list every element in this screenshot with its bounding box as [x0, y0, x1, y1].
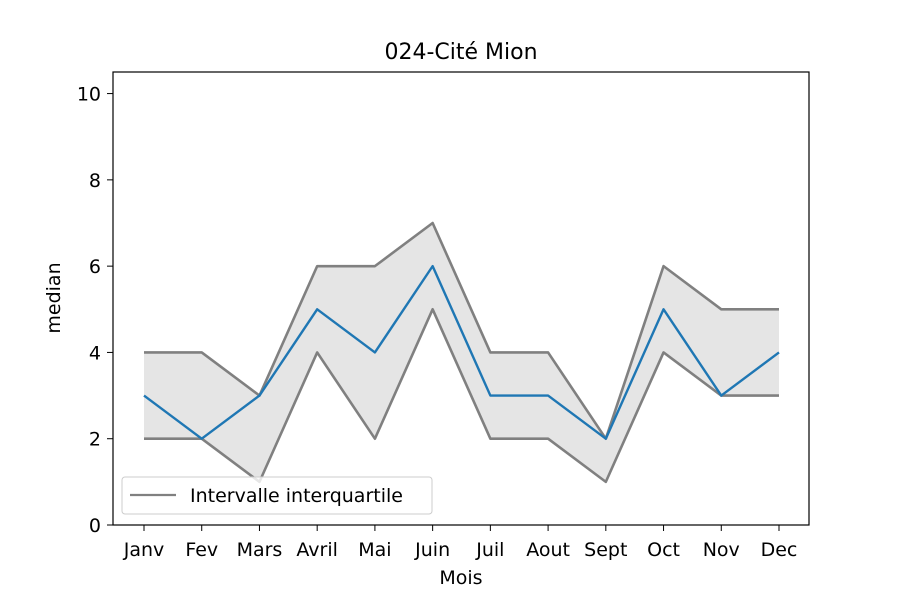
x-tick-label: Juin: [414, 539, 450, 561]
series-line-q1: [144, 307, 779, 484]
x-tick-label: Oct: [647, 539, 680, 561]
x-tick-label: Juil: [475, 539, 504, 561]
x-axis-label: Mois: [439, 567, 482, 589]
x-tick-label: Fev: [185, 539, 218, 561]
chart-title: 024-Cité Mion: [384, 40, 537, 65]
x-tick-label: Dec: [761, 539, 798, 561]
plot-area: [143, 221, 780, 484]
x-tick-label: Mars: [237, 539, 283, 561]
y-tick-label: 8: [89, 170, 101, 192]
y-tick-label: 6: [89, 256, 101, 278]
x-axis: Janv Fev Mars Avril Mai Juin Juil Aout Sept Oct No…: [123, 525, 798, 561]
axes-frame: [112, 71, 810, 526]
x-tick-label: Avril: [296, 539, 338, 561]
series-line-median: [143, 264, 780, 440]
x-tick-label: Mai: [358, 539, 391, 561]
x-tick-label: Janv: [123, 539, 165, 561]
legend-label: Intervalle interquartile: [190, 485, 403, 507]
series-line-q3: [144, 221, 779, 441]
iqr-band-fill: [144, 223, 779, 482]
legend-box: [121, 476, 433, 515]
legend: Intervalle interquartile: [121, 476, 433, 515]
y-tick-label: 0: [89, 515, 101, 537]
y-tick-label: 10: [77, 84, 101, 106]
x-tick-label: Sept: [584, 539, 627, 561]
y-axis-label: median: [43, 262, 65, 333]
y-axis: 0 2 4 6 8 10: [77, 84, 113, 537]
x-tick-label: Aout: [526, 539, 570, 561]
y-tick-label: 4: [89, 342, 101, 364]
y-tick-label: 2: [89, 429, 101, 451]
x-tick-label: Nov: [703, 539, 740, 561]
